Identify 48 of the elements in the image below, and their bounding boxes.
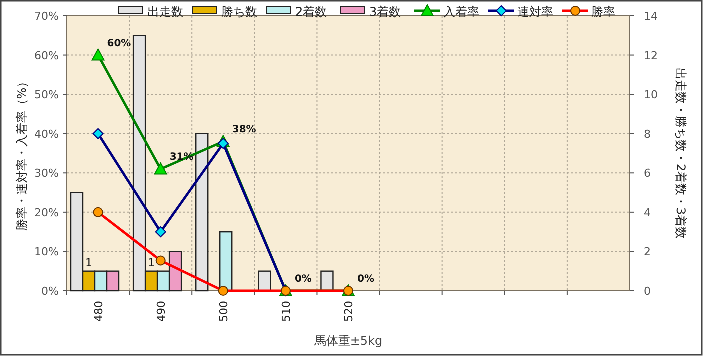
y2-tick-label: 4 bbox=[644, 206, 651, 220]
bar bbox=[196, 133, 209, 292]
y2-axis-title: 出走数・勝ち数・2着数・3着数 bbox=[674, 68, 688, 240]
y-tick-label: 30% bbox=[34, 167, 59, 180]
y-tick-label: 70% bbox=[34, 10, 59, 23]
x-axis-title: 馬体重±5kg bbox=[313, 334, 383, 348]
x-tick-label: 500 bbox=[217, 301, 230, 322]
y-tick-label: 20% bbox=[34, 206, 59, 220]
bar bbox=[132, 35, 146, 292]
y-tick-label: 50% bbox=[34, 88, 59, 102]
bar bbox=[220, 231, 233, 292]
point bbox=[218, 138, 229, 150]
y-tick-label: 60% bbox=[34, 49, 59, 62]
legend-label: 3着数 bbox=[370, 5, 402, 19]
data-label: 0% bbox=[294, 274, 312, 285]
y-tick-label: 0% bbox=[42, 285, 59, 298]
legend-label: 連対率 bbox=[518, 5, 554, 19]
y2-tick-label: 2 bbox=[644, 246, 651, 259]
y2-tick-label: 6 bbox=[644, 167, 651, 180]
x-tick-label: 510 bbox=[280, 301, 293, 322]
legend-label: 2着数 bbox=[296, 5, 328, 19]
y-axis-title: 勝率・連対率・入着率（%） bbox=[15, 76, 29, 232]
y-tick-label: 10% bbox=[34, 246, 59, 259]
y-tick-label: 40% bbox=[34, 128, 59, 141]
data-label: 60% bbox=[107, 38, 132, 50]
y2-tick-label: 14 bbox=[644, 10, 658, 23]
data-label: 1 bbox=[148, 256, 156, 270]
point bbox=[154, 162, 168, 175]
data-label: 38% bbox=[232, 124, 256, 136]
data-label: 0% bbox=[358, 274, 374, 285]
y2-tick-label: 12 bbox=[644, 49, 658, 62]
y2-tick-label: 10 bbox=[644, 88, 658, 102]
y2-tick-label: 0 bbox=[644, 285, 651, 298]
x-tick-label: 480 bbox=[92, 301, 106, 322]
x-tick-label: 490 bbox=[154, 301, 168, 322]
legend-label: 勝ち数 bbox=[222, 5, 258, 19]
x-tick-label: 520 bbox=[342, 301, 356, 322]
y2-tick-label: 8 bbox=[644, 128, 651, 141]
point bbox=[92, 48, 105, 61]
point bbox=[92, 128, 104, 140]
legend-label: 入着率 bbox=[444, 5, 480, 19]
legend-label: 勝率 bbox=[592, 5, 616, 19]
point bbox=[155, 226, 166, 238]
data-label: 1 bbox=[86, 256, 92, 270]
bar bbox=[258, 270, 272, 292]
legend-label: 出走数 bbox=[148, 5, 184, 19]
bar bbox=[320, 270, 334, 292]
bar bbox=[70, 192, 84, 292]
